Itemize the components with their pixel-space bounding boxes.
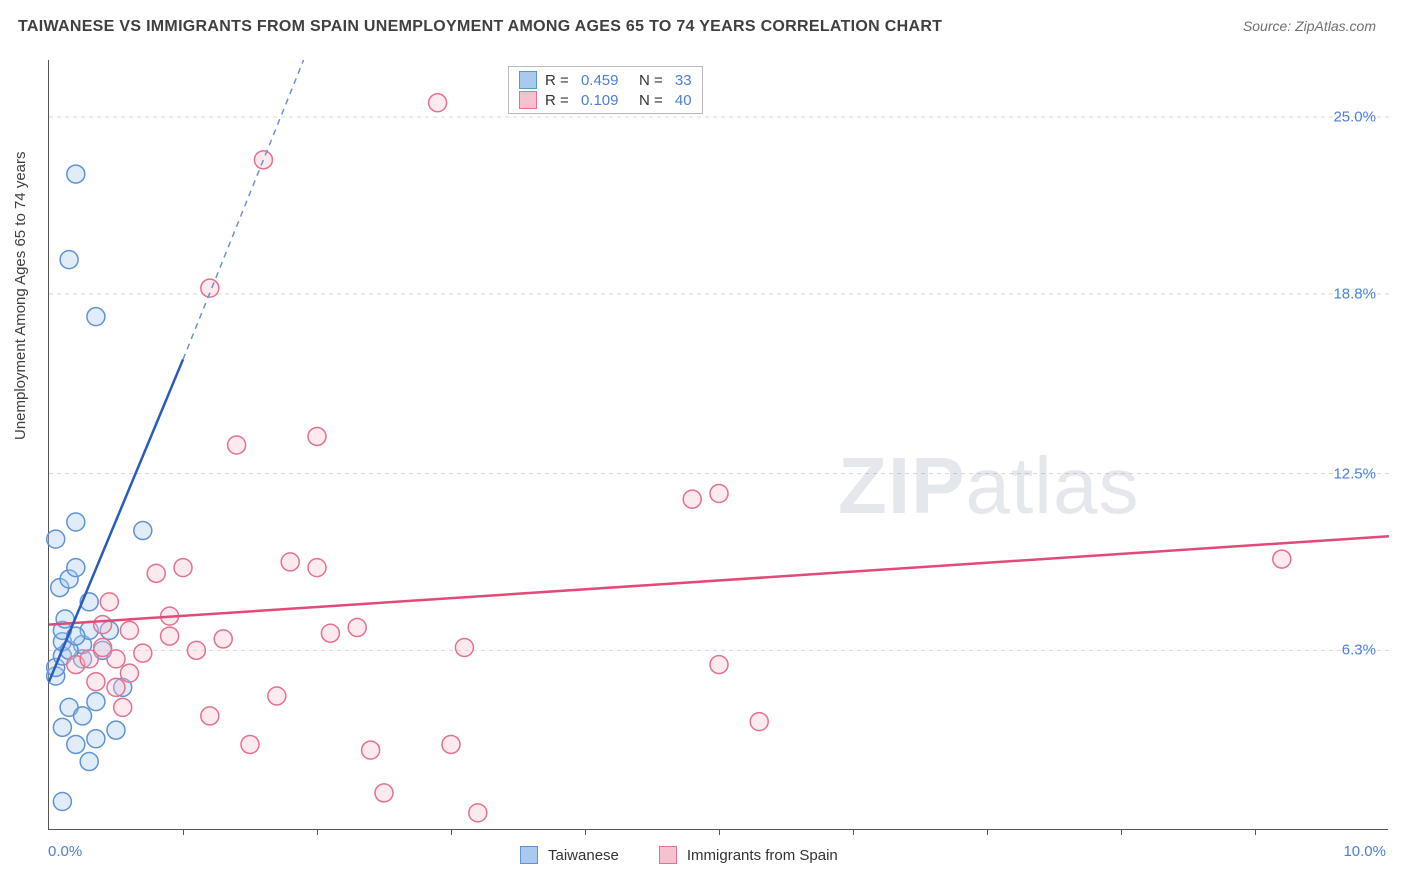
y-tick-label: 6.3% [1342,642,1376,659]
legend-label-taiwanese: Taiwanese [548,847,619,864]
swatch-taiwanese [519,71,537,89]
y-axis-label: Unemployment Among Ages 65 to 74 years [12,151,29,440]
y-tick-label: 12.5% [1333,465,1376,482]
chart-header: TAIWANESE VS IMMIGRANTS FROM SPAIN UNEMP… [0,0,1406,44]
plot-svg [49,60,1388,829]
legend-item-spain: Immigrants from Spain [659,846,838,864]
n-value-spain: 40 [675,92,692,109]
chart-title: TAIWANESE VS IMMIGRANTS FROM SPAIN UNEMP… [18,18,942,36]
x-tick-mark [1255,829,1256,835]
swatch-spain-bottom [659,846,677,864]
x-tick-mark [317,829,318,835]
legend-label-spain: Immigrants from Spain [687,847,838,864]
r-value-spain: 0.109 [581,92,619,109]
x-tick-mark [853,829,854,835]
source-value: ZipAtlas.com [1295,18,1376,34]
x-tick-mark [451,829,452,835]
y-tick-label: 18.8% [1333,285,1376,302]
x-axis-start-label: 0.0% [48,843,82,860]
r-label: R = [545,92,573,109]
r-label: R = [545,72,573,89]
swatch-taiwanese-bottom [520,846,538,864]
legend-row-spain: R = 0.109 N = 40 [519,91,692,109]
chart-container: 6.3% 12.5% 18.8% 25.0% R = 0.459 N = 33 R =… [48,60,1388,830]
correlation-legend: R = 0.459 N = 33 R = 0.109 N = 40 [508,66,703,114]
series-legend: Taiwanese Immigrants from Spain [520,846,838,864]
x-axis-end-label: 10.0% [1343,843,1386,860]
plot-area: 6.3% 12.5% 18.8% 25.0% [48,60,1388,830]
source-attribution: Source: ZipAtlas.com [1243,18,1376,34]
swatch-spain [519,91,537,109]
x-tick-mark [1121,829,1122,835]
x-tick-mark [719,829,720,835]
y-tick-label: 25.0% [1333,109,1376,126]
n-value-taiwanese: 33 [675,72,692,89]
legend-item-taiwanese: Taiwanese [520,846,619,864]
x-tick-mark [585,829,586,835]
legend-row-taiwanese: R = 0.459 N = 33 [519,71,692,89]
n-label: N = [626,92,666,109]
x-tick-mark [987,829,988,835]
n-label: N = [626,72,666,89]
r-value-taiwanese: 0.459 [581,72,619,89]
x-tick-mark [183,829,184,835]
source-prefix: Source: [1243,18,1295,34]
